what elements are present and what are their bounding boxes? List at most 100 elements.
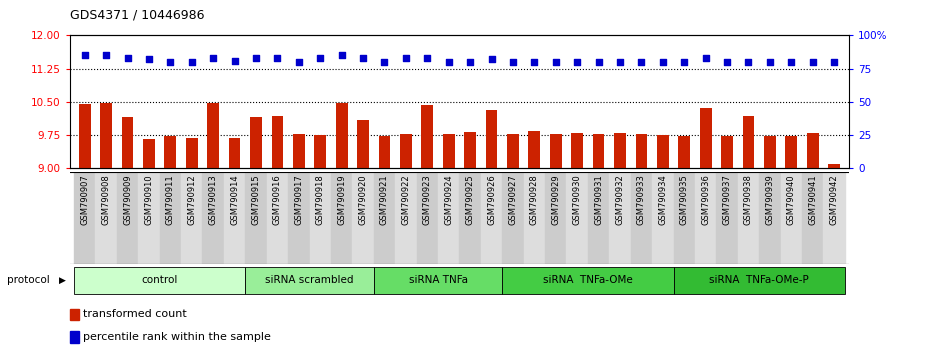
- Point: [720, 59, 735, 65]
- Text: percentile rank within the sample: percentile rank within the sample: [84, 332, 272, 342]
- Text: GSM790932: GSM790932: [616, 175, 625, 225]
- Bar: [70, 331, 79, 343]
- Point: [99, 52, 113, 58]
- Bar: [70, 309, 79, 320]
- FancyBboxPatch shape: [74, 267, 246, 294]
- Bar: [224, 172, 246, 264]
- Bar: [400, 134, 412, 168]
- Bar: [160, 172, 181, 264]
- Point: [270, 55, 285, 61]
- Bar: [207, 103, 219, 168]
- Bar: [588, 172, 609, 264]
- Text: GDS4371 / 10446986: GDS4371 / 10446986: [70, 9, 205, 22]
- Point: [419, 55, 434, 61]
- Bar: [143, 139, 155, 168]
- Bar: [357, 120, 369, 168]
- Point: [763, 59, 777, 65]
- Point: [141, 56, 156, 62]
- Bar: [759, 172, 780, 264]
- Point: [120, 55, 135, 61]
- Bar: [786, 136, 797, 168]
- Text: siRNA  TNFa-OMe: siRNA TNFa-OMe: [543, 275, 632, 285]
- Text: GSM790919: GSM790919: [338, 175, 346, 225]
- Bar: [485, 110, 498, 168]
- Bar: [823, 172, 844, 264]
- Text: GSM790940: GSM790940: [787, 175, 796, 225]
- Bar: [352, 172, 374, 264]
- Point: [570, 59, 585, 65]
- Point: [334, 52, 349, 58]
- Point: [206, 55, 220, 61]
- Point: [227, 58, 242, 63]
- Bar: [96, 172, 117, 264]
- Bar: [246, 172, 267, 264]
- Text: GSM790927: GSM790927: [509, 175, 517, 225]
- Point: [805, 59, 820, 65]
- Bar: [635, 134, 647, 168]
- Point: [827, 59, 842, 65]
- Bar: [438, 172, 459, 264]
- Bar: [652, 172, 673, 264]
- Bar: [288, 172, 310, 264]
- Point: [634, 59, 649, 65]
- Text: GSM790908: GSM790908: [101, 175, 111, 225]
- Bar: [272, 116, 284, 168]
- Point: [377, 59, 392, 65]
- Point: [441, 59, 456, 65]
- Bar: [695, 172, 716, 264]
- Point: [355, 55, 370, 61]
- Point: [741, 59, 756, 65]
- Bar: [117, 172, 139, 264]
- Text: GSM790930: GSM790930: [573, 175, 581, 225]
- Text: GSM790936: GSM790936: [701, 175, 711, 225]
- Text: GSM790923: GSM790923: [423, 175, 432, 225]
- Text: GSM790934: GSM790934: [658, 175, 668, 225]
- Point: [549, 59, 564, 65]
- Bar: [673, 172, 695, 264]
- Point: [677, 59, 692, 65]
- FancyBboxPatch shape: [673, 267, 844, 294]
- Bar: [421, 105, 433, 168]
- Bar: [122, 117, 133, 168]
- Bar: [657, 135, 669, 168]
- Bar: [310, 172, 331, 264]
- Bar: [79, 104, 90, 168]
- Point: [248, 55, 263, 61]
- Bar: [737, 172, 759, 264]
- Bar: [678, 136, 690, 168]
- Point: [613, 59, 628, 65]
- Bar: [807, 133, 818, 168]
- Point: [398, 55, 413, 61]
- Text: GSM790918: GSM790918: [316, 175, 325, 225]
- Text: GSM790916: GSM790916: [272, 175, 282, 225]
- Text: control: control: [141, 275, 178, 285]
- Point: [784, 59, 799, 65]
- Point: [163, 59, 178, 65]
- Text: ▶: ▶: [59, 275, 65, 285]
- Text: siRNA scrambled: siRNA scrambled: [265, 275, 353, 285]
- Bar: [395, 172, 417, 264]
- Bar: [481, 172, 502, 264]
- Bar: [699, 108, 711, 168]
- Point: [698, 55, 713, 61]
- Text: GSM790920: GSM790920: [359, 175, 367, 225]
- Bar: [267, 172, 288, 264]
- Bar: [614, 133, 626, 168]
- Text: GSM790914: GSM790914: [230, 175, 239, 225]
- Text: GSM790909: GSM790909: [123, 175, 132, 225]
- Text: GSM790925: GSM790925: [466, 175, 474, 225]
- Text: GSM790931: GSM790931: [594, 175, 603, 225]
- Text: protocol: protocol: [7, 275, 49, 285]
- Point: [312, 55, 327, 61]
- Point: [463, 59, 478, 65]
- Bar: [314, 135, 326, 168]
- Bar: [631, 172, 652, 264]
- Text: GSM790935: GSM790935: [680, 175, 689, 225]
- Bar: [592, 134, 604, 168]
- Bar: [139, 172, 160, 264]
- Text: GSM790933: GSM790933: [637, 175, 646, 225]
- Text: GSM790907: GSM790907: [80, 175, 89, 225]
- Bar: [780, 172, 802, 264]
- Bar: [379, 136, 391, 168]
- Bar: [459, 172, 481, 264]
